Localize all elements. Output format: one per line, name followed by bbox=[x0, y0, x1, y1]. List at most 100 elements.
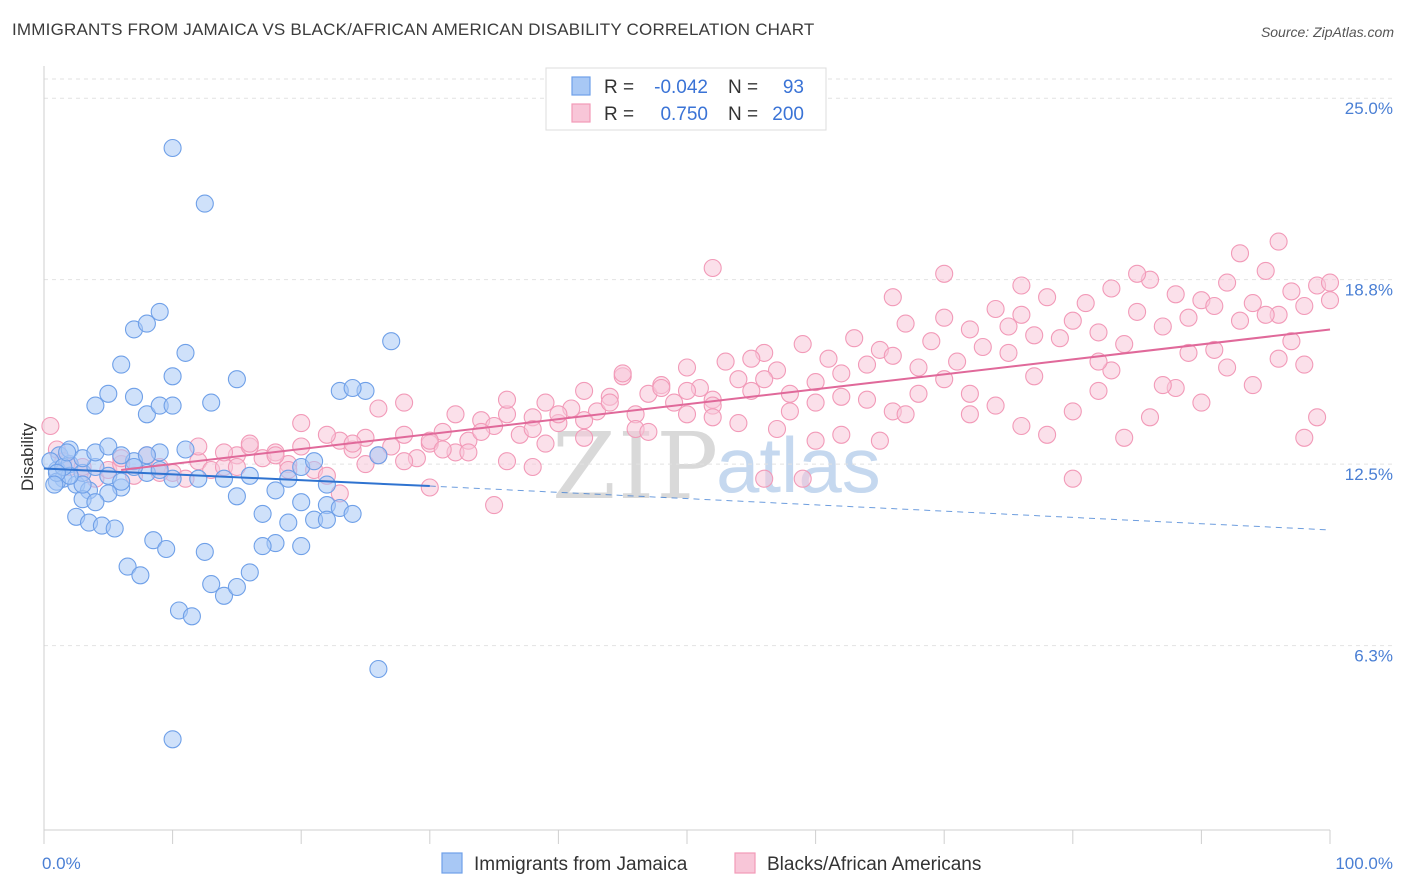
legend-r-label-2: R = bbox=[604, 104, 634, 125]
y-tick-label-3: 6.3% bbox=[1354, 647, 1393, 666]
point-black-183 bbox=[1282, 332, 1301, 351]
point-black-62 bbox=[819, 349, 838, 368]
point-black-125 bbox=[395, 393, 414, 412]
legend-n-label-1: N = bbox=[728, 77, 758, 98]
bottom-legend: Immigrants from Jamaica Blacks/African A… bbox=[441, 852, 981, 875]
legend-r-label-1: R = bbox=[604, 77, 634, 98]
bottom-legend-label-black: Blacks/African Americans bbox=[767, 854, 981, 875]
point-black-147 bbox=[960, 384, 979, 403]
point-black-151 bbox=[1063, 402, 1082, 421]
point-black-136 bbox=[677, 405, 697, 424]
point-black-154 bbox=[1140, 408, 1160, 427]
point-black-177 bbox=[896, 405, 915, 424]
point-black-107 bbox=[1269, 232, 1288, 251]
point-black-176 bbox=[832, 387, 851, 406]
point-jamaica-21 bbox=[124, 387, 144, 406]
point-black-106 bbox=[1230, 244, 1250, 263]
point-black-129 bbox=[497, 390, 517, 409]
point-black-51 bbox=[677, 358, 697, 377]
point-black-0 bbox=[41, 416, 60, 436]
point-black-166 bbox=[883, 288, 902, 307]
point-black-133 bbox=[600, 393, 619, 412]
point-jamaica-19 bbox=[99, 437, 118, 456]
point-black-68 bbox=[896, 314, 915, 333]
point-black-132 bbox=[575, 411, 594, 430]
point-black-190 bbox=[395, 452, 414, 471]
point-jamaica-34 bbox=[292, 537, 311, 556]
point-black-192 bbox=[459, 443, 478, 462]
point-black-95 bbox=[1243, 294, 1262, 313]
point-jamaica-61 bbox=[195, 542, 214, 561]
point-black-108 bbox=[1320, 273, 1340, 292]
point-black-143 bbox=[857, 390, 877, 409]
point-black-139 bbox=[755, 370, 774, 389]
point-black-138 bbox=[729, 414, 748, 433]
y-axis-title: Disability bbox=[18, 422, 37, 491]
point-black-65 bbox=[857, 355, 877, 374]
point-black-158 bbox=[1243, 376, 1262, 395]
point-black-111 bbox=[1063, 469, 1082, 488]
point-jamaica-58 bbox=[157, 539, 176, 559]
point-jamaica-48 bbox=[86, 396, 105, 415]
point-black-54 bbox=[716, 352, 735, 371]
point-black-103 bbox=[935, 264, 954, 283]
point-black-29 bbox=[395, 425, 414, 444]
point-jamaica-66 bbox=[253, 537, 272, 556]
legend-n-label-2: N = bbox=[728, 104, 758, 125]
point-jamaica-70 bbox=[305, 452, 324, 471]
point-black-115 bbox=[485, 496, 504, 515]
point-black-92 bbox=[1205, 296, 1224, 316]
point-jamaica-71 bbox=[317, 475, 336, 494]
point-jamaica-92 bbox=[292, 493, 311, 512]
point-jamaica-22 bbox=[137, 405, 156, 424]
point-jamaica-46 bbox=[176, 343, 195, 362]
point-black-89 bbox=[1166, 285, 1185, 304]
point-jamaica-82 bbox=[86, 493, 105, 512]
point-black-160 bbox=[1295, 355, 1314, 374]
point-black-181 bbox=[1153, 376, 1172, 395]
point-jamaica-83 bbox=[73, 475, 92, 494]
point-black-191 bbox=[433, 440, 452, 459]
point-jamaica-75 bbox=[195, 194, 214, 213]
point-jamaica-30 bbox=[240, 466, 259, 485]
data-points bbox=[41, 138, 1340, 749]
point-black-169 bbox=[1179, 343, 1198, 362]
point-black-170 bbox=[1256, 305, 1275, 324]
point-jamaica-60 bbox=[182, 607, 201, 626]
bottom-legend-swatch-jamaica bbox=[441, 852, 463, 874]
point-black-145 bbox=[909, 384, 928, 403]
point-jamaica-55 bbox=[118, 557, 137, 576]
legend-r-value-2: 0.750 bbox=[660, 104, 708, 125]
point-jamaica-40 bbox=[369, 446, 388, 465]
tick-labels: 25.0% 18.8% 12.5% 6.3% 0.0% 100.0% bbox=[42, 99, 1393, 873]
chart-title: IMMIGRANTS FROM JAMAICA VS BLACK/AFRICAN… bbox=[12, 20, 815, 39]
point-black-102 bbox=[703, 258, 722, 278]
point-black-56 bbox=[742, 381, 761, 400]
legend-n-value-1: 93 bbox=[783, 77, 804, 98]
point-black-83 bbox=[1089, 323, 1108, 342]
legend-n-value-2: 200 bbox=[772, 104, 804, 125]
point-black-81 bbox=[1063, 311, 1082, 330]
point-black-93 bbox=[1218, 273, 1237, 292]
point-black-135 bbox=[652, 378, 671, 398]
legend-swatch-jamaica bbox=[571, 76, 591, 96]
point-black-80 bbox=[1050, 329, 1069, 348]
y-tick-label-0: 25.0% bbox=[1345, 99, 1393, 118]
point-black-70 bbox=[922, 332, 941, 351]
point-black-121 bbox=[292, 414, 311, 433]
point-black-78 bbox=[1025, 326, 1044, 345]
point-black-161 bbox=[806, 431, 825, 450]
point-black-79 bbox=[1038, 288, 1057, 307]
point-black-152 bbox=[1089, 381, 1108, 400]
point-black-85 bbox=[1115, 335, 1134, 354]
point-jamaica-67 bbox=[266, 481, 285, 500]
point-black-64 bbox=[845, 329, 864, 348]
point-black-179 bbox=[1025, 367, 1044, 386]
legend-swatch-black bbox=[571, 103, 591, 123]
point-jamaica-87 bbox=[45, 475, 64, 494]
point-black-21 bbox=[292, 437, 311, 456]
point-jamaica-73 bbox=[343, 378, 362, 398]
point-black-77 bbox=[1012, 305, 1031, 324]
point-black-157 bbox=[1218, 358, 1237, 377]
point-black-150 bbox=[1038, 425, 1057, 444]
